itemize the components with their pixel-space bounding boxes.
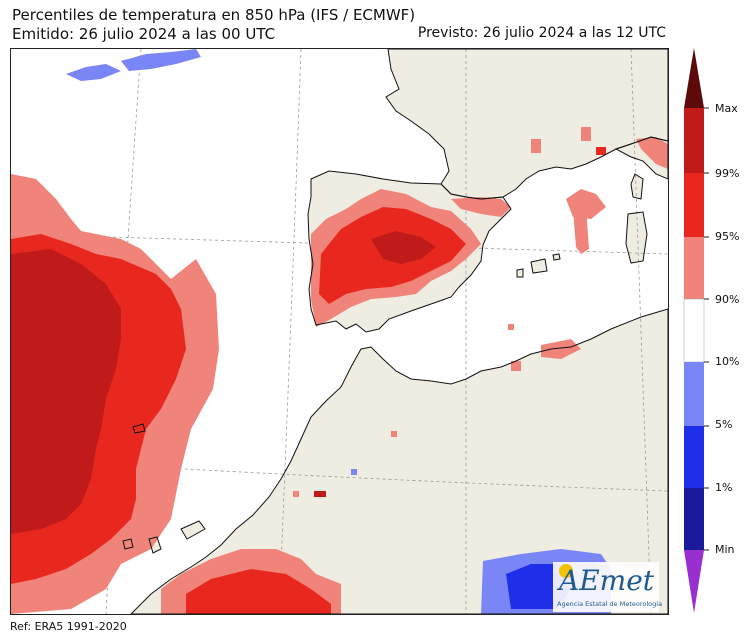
colorbar-band-99-95 <box>684 173 704 237</box>
colorbar-label-min: Min <box>715 543 735 556</box>
coastline <box>307 170 512 333</box>
forecast-time: Previsto: 26 julio 2024 a las 12 UTC <box>417 25 666 41</box>
patch-sahara-95 <box>186 569 331 614</box>
patch-med-90 <box>573 207 589 254</box>
logo-subtitle: Agencia Estatal de Meteorología <box>557 600 663 608</box>
land-sardinia <box>626 212 647 263</box>
colorbar-band-max-99 <box>684 108 704 173</box>
coastline <box>180 520 206 540</box>
patch-atlantic-99 <box>11 249 121 534</box>
colorbar-label-99: 99% <box>715 167 740 180</box>
colorbar-label-90: 90% <box>715 293 740 306</box>
land-europe <box>386 49 668 199</box>
colorbar-band-95-90 <box>684 237 704 299</box>
colorbar-label-1: 1% <box>715 481 733 494</box>
patch-africa-90d <box>391 431 397 437</box>
coastline <box>530 258 548 274</box>
colorbar-label-95: 95% <box>715 230 740 243</box>
coastline <box>148 536 162 554</box>
land-menorca <box>553 254 560 260</box>
patch-africa-90b <box>511 361 521 371</box>
colorbar-label-10: 10% <box>715 355 740 368</box>
colorbar-band-90-10 <box>683 298 705 363</box>
patch-africa-99 <box>314 491 326 497</box>
patch-africa-10 <box>351 469 357 475</box>
coastline <box>552 253 561 261</box>
map-canvas <box>11 49 668 614</box>
land-mallorca <box>531 259 547 273</box>
colorbar-min-arrow <box>684 550 704 613</box>
percentile-patches <box>11 49 668 614</box>
logo-sun-icon <box>559 564 573 578</box>
map-title: Percentiles de temperatura en 850 hPa (I… <box>12 6 416 24</box>
coastline <box>614 136 668 180</box>
land-corsica <box>631 174 643 199</box>
colorbar-band-5-1 <box>684 426 704 488</box>
patch-pyrenees-90 <box>451 197 511 217</box>
logo-wordmark: AEmet <box>559 564 655 597</box>
colorbar-band-10-5 <box>684 362 704 426</box>
patch-iberia-99 <box>371 231 436 264</box>
issued-time: Emitido: 26 julio 2024 a las 00 UTC <box>12 25 276 43</box>
patch-africa-90e <box>293 491 299 497</box>
patch-north-10 <box>66 64 121 81</box>
colorbar-band-1-min <box>684 488 704 550</box>
land-africa <box>131 309 668 614</box>
reference-period: Ref: ERA5 1991-2020 <box>10 620 127 633</box>
patch-italy-90 <box>531 139 541 153</box>
coastline <box>122 538 134 550</box>
coastline <box>132 423 146 434</box>
colorbar <box>683 48 709 613</box>
coastline <box>630 173 644 200</box>
patch-italy-south-90 <box>636 137 668 169</box>
colorbar-label-max: Max <box>715 102 738 115</box>
patch-north-10b <box>121 49 201 71</box>
patch-alps-95 <box>596 147 606 155</box>
aemet-logo: AEmet Agencia Estatal de Meteorología <box>553 562 663 612</box>
colorbar-label-5: 5% <box>715 418 733 431</box>
coastline <box>625 211 648 264</box>
coastlines <box>122 49 668 614</box>
coastline <box>516 268 524 278</box>
patch-alps-90 <box>581 127 591 141</box>
land-ibiza <box>517 269 523 277</box>
patch-africa-90c <box>508 324 514 330</box>
temperature-percentile-map <box>10 48 669 615</box>
coastline <box>130 308 668 614</box>
land-canary-2 <box>181 521 205 539</box>
colorbar-max-arrow <box>684 48 704 108</box>
patch-africa-90 <box>541 339 581 359</box>
